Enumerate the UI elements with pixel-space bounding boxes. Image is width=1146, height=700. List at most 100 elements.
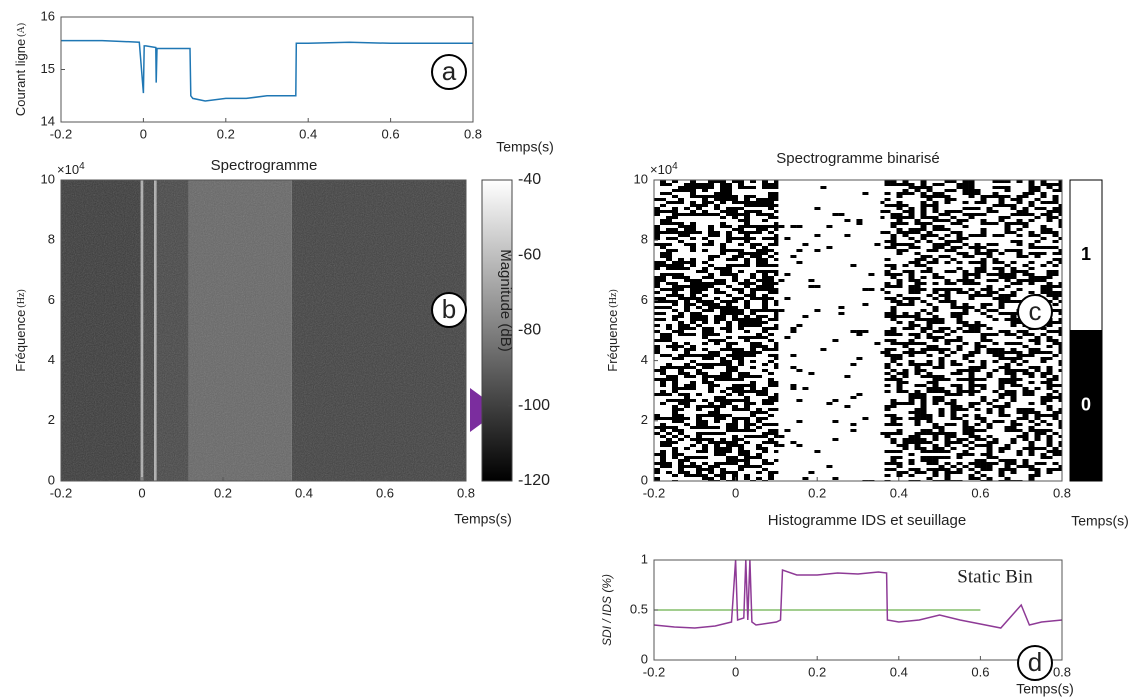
pixel bbox=[1016, 279, 1023, 282]
pixel bbox=[944, 291, 951, 294]
pixel bbox=[950, 399, 957, 402]
pixel bbox=[750, 414, 756, 417]
pixel bbox=[908, 459, 915, 462]
pixel bbox=[720, 432, 726, 435]
pixel bbox=[868, 288, 875, 291]
annotation-label: d bbox=[1028, 647, 1042, 677]
pixel bbox=[998, 447, 1005, 450]
pixel bbox=[932, 183, 939, 186]
pixel bbox=[738, 264, 744, 267]
pixel bbox=[672, 474, 678, 477]
pixel bbox=[974, 465, 981, 468]
pixel bbox=[832, 339, 839, 342]
pixel bbox=[768, 372, 774, 375]
pixel bbox=[654, 477, 660, 480]
pixel bbox=[962, 429, 969, 432]
pixel bbox=[938, 468, 945, 471]
pixel bbox=[884, 351, 891, 354]
pixel bbox=[1052, 264, 1059, 267]
pixel bbox=[968, 390, 975, 393]
pixel bbox=[950, 216, 957, 219]
pixel bbox=[956, 408, 963, 411]
pixel bbox=[1034, 351, 1041, 354]
pixel bbox=[920, 213, 927, 216]
pixel bbox=[762, 273, 768, 276]
pixel bbox=[660, 384, 666, 387]
pixel bbox=[908, 342, 915, 345]
pixel bbox=[962, 255, 969, 258]
pixel bbox=[774, 408, 779, 411]
pixel bbox=[1016, 453, 1023, 456]
pixel bbox=[708, 441, 714, 444]
pixel bbox=[744, 219, 750, 222]
pixel bbox=[1028, 213, 1035, 216]
pixel bbox=[762, 204, 768, 207]
pixel bbox=[998, 234, 1005, 237]
pixel bbox=[1058, 300, 1062, 303]
pixel bbox=[926, 462, 933, 465]
pixel bbox=[726, 342, 732, 345]
pixel bbox=[884, 348, 891, 351]
pixel bbox=[726, 336, 732, 339]
pixel bbox=[1010, 471, 1017, 474]
pixel bbox=[666, 249, 672, 252]
pixel bbox=[720, 279, 726, 282]
pixel bbox=[714, 411, 720, 414]
pixel bbox=[998, 204, 1005, 207]
pixel bbox=[1058, 312, 1062, 315]
pixel bbox=[992, 441, 999, 444]
pixel bbox=[920, 327, 927, 330]
pixel bbox=[720, 339, 726, 342]
x-tick-label: 0 bbox=[138, 485, 145, 500]
pixel bbox=[1028, 444, 1035, 447]
annotation-label: c bbox=[1029, 296, 1042, 326]
pixel bbox=[938, 366, 945, 369]
pixel bbox=[884, 384, 891, 387]
pixel bbox=[896, 252, 903, 255]
pixel bbox=[702, 276, 708, 279]
pixel bbox=[756, 342, 762, 345]
pixel bbox=[974, 270, 981, 273]
pixel bbox=[684, 396, 690, 399]
pixel bbox=[890, 378, 897, 381]
pixel bbox=[1052, 294, 1059, 297]
pixel bbox=[968, 447, 975, 450]
pixel bbox=[956, 267, 963, 270]
pixel bbox=[696, 441, 702, 444]
pixel bbox=[774, 450, 779, 453]
pixel bbox=[968, 207, 975, 210]
pixel bbox=[998, 393, 1005, 396]
pixel bbox=[690, 444, 696, 447]
pixel bbox=[1010, 420, 1017, 423]
pixel bbox=[950, 402, 957, 405]
pixel bbox=[908, 468, 915, 471]
pixel bbox=[654, 462, 660, 465]
pixel bbox=[944, 210, 951, 213]
pixel bbox=[768, 462, 774, 465]
y-axis-label: SDI / IDS (%) bbox=[600, 574, 614, 646]
pixel bbox=[702, 237, 708, 240]
pixel bbox=[660, 366, 666, 369]
pixel bbox=[684, 447, 690, 450]
pixel bbox=[1028, 267, 1035, 270]
x-tick-label: 0.6 bbox=[376, 485, 394, 500]
pixel bbox=[654, 324, 660, 327]
pixel bbox=[762, 348, 768, 351]
pixel bbox=[756, 288, 762, 291]
pixel bbox=[672, 237, 678, 240]
pixel bbox=[1004, 195, 1011, 198]
pixel bbox=[784, 297, 791, 300]
pixel bbox=[678, 357, 684, 360]
pixel bbox=[774, 264, 779, 267]
pixel bbox=[986, 273, 993, 276]
pixel bbox=[968, 477, 975, 480]
pixel bbox=[762, 423, 768, 426]
pixel bbox=[690, 348, 696, 351]
colorbar-tick-label: -100 bbox=[518, 397, 550, 414]
pixel bbox=[1058, 321, 1062, 324]
pixel bbox=[1046, 228, 1053, 231]
pixel bbox=[950, 315, 957, 318]
pixel bbox=[1016, 180, 1023, 183]
pixel bbox=[732, 258, 738, 261]
pixel bbox=[744, 258, 750, 261]
